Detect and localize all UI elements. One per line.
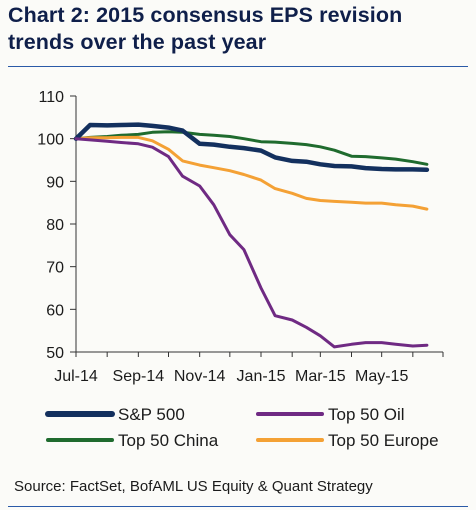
chart-title: Chart 2: 2015 consensus EPS revision tre…	[8, 3, 403, 54]
series-line-top-50-oil	[74, 137, 429, 349]
x-tick-label: Sep-14	[113, 368, 165, 385]
series-line-top-50-europe	[74, 135, 429, 211]
series-lines	[73, 122, 430, 349]
legend-label-s-p-500: S&P 500	[118, 405, 185, 424]
y-tick-label: 90	[46, 174, 64, 191]
title-divider	[8, 66, 468, 67]
x-tick-label: Nov-14	[174, 368, 226, 385]
series-line-s-p-500	[73, 122, 430, 173]
series-line-top-50-china	[74, 130, 429, 166]
legend-label-top-50-europe: Top 50 Europe	[328, 431, 439, 450]
x-tick-label: Mar-15	[295, 368, 346, 385]
legend-label-top-50-oil: Top 50 Oil	[328, 405, 405, 424]
chart-legend: S&P 500 Top 50 Oil Top 50 China Top 50 Euro…	[45, 405, 439, 450]
x-axis-ticks: Jul-14 Sep-14 Nov-14 Jan-15 Mar-15 May-15	[54, 352, 444, 385]
x-tick-label: Jan-15	[237, 368, 286, 385]
y-tick-label: 60	[46, 302, 64, 319]
line-chart: 50 60 70 80 90 100 110 Jul-14 Sep-14 Nov-14 Jan-1…	[37, 89, 444, 450]
y-axis-ticks: 50 60 70 80 90 100 110	[37, 89, 76, 362]
y-tick-label: 50	[46, 345, 64, 362]
y-tick-label: 70	[46, 260, 64, 277]
legend-label-top-50-china: Top 50 China	[118, 431, 219, 450]
y-tick-label: 110	[38, 89, 64, 106]
y-tick-label: 80	[46, 217, 64, 234]
y-tick-label: 100	[37, 132, 64, 149]
x-tick-label: Jul-14	[54, 368, 98, 385]
source-note: Source: FactSet, BofAML US Equity & Quan…	[14, 478, 373, 495]
x-tick-label: May-15	[355, 368, 408, 385]
bottom-divider	[8, 506, 468, 507]
